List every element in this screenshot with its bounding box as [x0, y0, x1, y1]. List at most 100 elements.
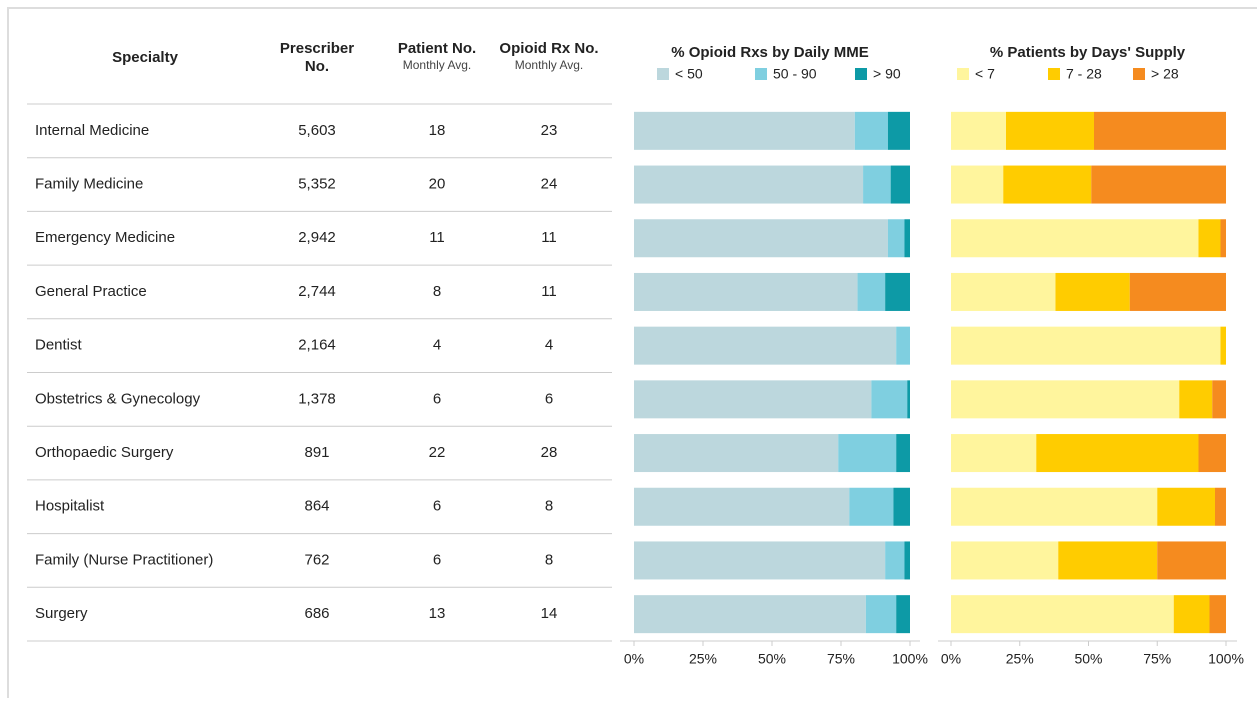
column-subheader: Monthly Avg. — [515, 58, 583, 72]
bar-segment — [871, 380, 908, 419]
bar-segment — [907, 380, 910, 419]
number-cell: 18 — [429, 122, 446, 139]
bar-segment — [1220, 326, 1226, 365]
bar-segment — [634, 219, 888, 258]
number-cell: 762 — [304, 551, 329, 568]
bar-segment — [887, 219, 905, 258]
x-tick-label: 25% — [1006, 651, 1034, 667]
bar-segment — [951, 272, 1056, 311]
bar-segment — [1179, 380, 1213, 419]
bar-segment — [1212, 380, 1226, 419]
column-header: Specialty — [112, 49, 179, 66]
legend-label: > 28 — [1151, 66, 1179, 82]
specialty-cell: General Practice — [35, 283, 147, 300]
bar-segment — [951, 219, 1199, 258]
bar-segment — [634, 111, 855, 150]
bar-segment — [865, 595, 897, 634]
column-header: Prescriber No. — [280, 40, 354, 75]
number-cell: 13 — [429, 605, 446, 622]
number-cell: 4 — [545, 337, 553, 354]
chart-title: % Opioid Rxs by Daily MME — [671, 44, 869, 61]
bar-segment — [1006, 111, 1094, 150]
specialty-cell: Hospitalist — [35, 498, 105, 515]
bar-segment — [1209, 595, 1226, 634]
number-cell: 6 — [433, 390, 441, 407]
bar-segment — [1036, 434, 1199, 473]
legend-label: > 90 — [873, 66, 901, 82]
column-subheader: Monthly Avg. — [403, 58, 471, 72]
specialty-cell: Orthopaedic Surgery — [35, 444, 174, 461]
number-cell: 22 — [429, 444, 446, 461]
bar-segment — [893, 487, 910, 526]
column-header: Patient No. — [398, 40, 476, 57]
bar-segment — [896, 595, 910, 634]
bar-segment — [1198, 219, 1221, 258]
bar-segment — [885, 541, 905, 580]
number-cell: 28 — [541, 444, 558, 461]
bar-segment — [1094, 111, 1226, 150]
x-tick-label: 100% — [1208, 651, 1244, 667]
bar-segment — [951, 326, 1221, 365]
x-tick-label: 50% — [758, 651, 786, 667]
bar-segment — [885, 272, 910, 311]
bar-segment — [951, 595, 1174, 634]
legend-swatch — [1048, 68, 1060, 80]
legend-swatch — [755, 68, 767, 80]
number-cell: 2,942 — [298, 229, 336, 246]
bar-segment — [1198, 434, 1226, 473]
number-cell: 864 — [304, 498, 329, 515]
specialty-cell: Internal Medicine — [35, 122, 149, 139]
bar-segment — [849, 487, 894, 526]
number-cell: 8 — [545, 498, 553, 515]
bar-segment — [951, 111, 1006, 150]
bar-segment — [863, 165, 891, 204]
legend-swatch — [1133, 68, 1145, 80]
specialty-cell: Dentist — [35, 337, 83, 354]
bar-segment — [890, 165, 910, 204]
x-tick-label: 0% — [624, 651, 644, 667]
bar-segment — [1157, 541, 1226, 580]
specialty-cell: Surgery — [35, 605, 88, 622]
bar-segment — [1220, 219, 1226, 258]
bar-segment — [634, 165, 864, 204]
bar-segment — [1003, 165, 1092, 204]
number-cell: 20 — [429, 176, 446, 193]
bar-segment — [838, 434, 897, 473]
number-cell: 24 — [541, 176, 558, 193]
bar-segment — [634, 595, 866, 634]
number-cell: 8 — [433, 283, 441, 300]
bar-segment — [634, 541, 886, 580]
bar-segment — [1215, 487, 1226, 526]
bar-segment — [857, 272, 886, 311]
bar-segment — [951, 487, 1158, 526]
bar-segment — [1129, 272, 1226, 311]
x-tick-label: 0% — [941, 651, 961, 667]
bar-segment — [904, 219, 910, 258]
legend-label: < 50 — [675, 66, 703, 82]
bar-segment — [1055, 272, 1130, 311]
number-cell: 6 — [545, 390, 553, 407]
number-cell: 14 — [541, 605, 558, 622]
number-cell: 11 — [541, 229, 557, 246]
number-cell: 23 — [541, 122, 558, 139]
number-cell: 11 — [541, 283, 557, 300]
bar-segment — [1157, 487, 1215, 526]
frame — [7, 7, 1257, 703]
x-tick-label: 100% — [892, 651, 928, 667]
bar-segment — [951, 434, 1037, 473]
column-header: Opioid Rx No. — [499, 40, 598, 57]
x-tick-label: 75% — [1143, 651, 1171, 667]
bar-segment — [634, 272, 858, 311]
number-cell: 5,352 — [298, 176, 336, 193]
bar-segment — [1058, 541, 1158, 580]
legend-swatch — [957, 68, 969, 80]
specialty-cell: Emergency Medicine — [35, 229, 175, 246]
number-cell: 2,164 — [298, 337, 336, 354]
specialty-cell: Family Medicine — [35, 176, 143, 193]
number-cell: 686 — [304, 605, 329, 622]
number-cell: 6 — [433, 498, 441, 515]
bar-segment — [951, 165, 1004, 204]
legend-swatch — [855, 68, 867, 80]
legend-swatch — [657, 68, 669, 80]
